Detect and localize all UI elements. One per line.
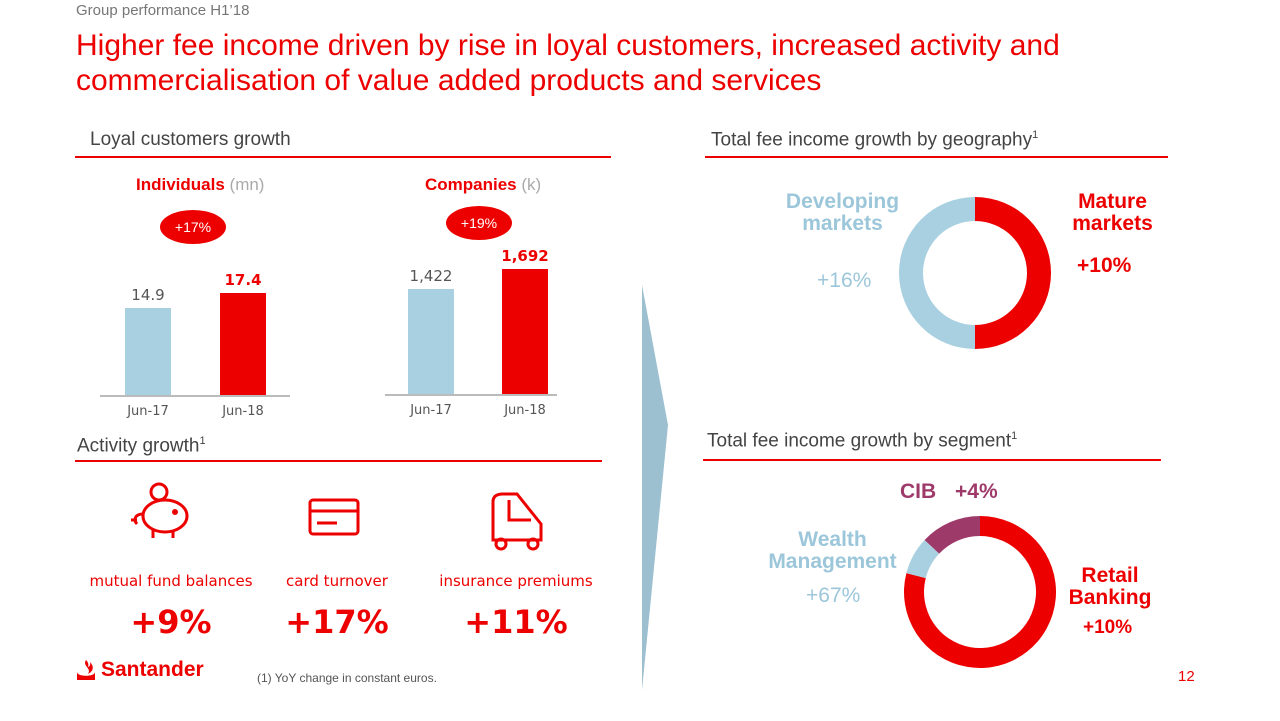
companies-label: Companies — [425, 175, 517, 194]
footnote-marker: 1 — [199, 435, 206, 447]
geography-title-text: Total fee income growth by geography — [711, 129, 1033, 151]
activity-value-card: +17% — [285, 603, 389, 641]
section-rule — [703, 459, 1161, 461]
x-tick-label: Jun-18 — [222, 404, 264, 419]
activity-title-text: Activity growth — [77, 435, 200, 457]
section-title-activity: Activity growth1 — [77, 435, 206, 457]
bar-Jun-17 — [125, 307, 171, 395]
companies-unit: (k) — [521, 175, 542, 194]
geography-donut-chart — [899, 197, 1051, 349]
retail-banking-label: Retail Banking — [1068, 564, 1152, 609]
x-axis — [100, 395, 290, 397]
footnote-marker: 1 — [1011, 430, 1018, 442]
activity-label-mutual-funds: mutual fund balances — [89, 572, 253, 590]
companies-chart-title: Companies (k) — [425, 175, 541, 195]
car-icon — [491, 492, 543, 551]
bar-value-label: 14.9 — [131, 285, 165, 304]
footnote: (1) YoY change in constant euros. — [257, 671, 437, 685]
individuals-growth-badge: +17% — [160, 210, 226, 244]
bar-value-label: 17.4 — [224, 271, 262, 290]
bar-Jun-18 — [502, 269, 548, 394]
individuals-label: Individuals — [136, 175, 225, 194]
santander-flame-icon — [77, 660, 95, 680]
individuals-chart-title: Individuals (mn) — [136, 175, 264, 195]
slide-kicker: Group performance H1’18 — [76, 2, 250, 19]
footnote-marker: 1 — [1032, 129, 1039, 141]
section-title-loyal: Loyal customers growth — [90, 129, 291, 150]
cib-growth: +4% — [955, 480, 998, 503]
activity-label-insurance: insurance premiums — [439, 572, 593, 590]
x-tick-label: Jun-17 — [410, 403, 452, 418]
donut-slice-mature-markets — [975, 197, 1051, 349]
mature-markets-label: Mature markets — [1072, 190, 1153, 235]
developing-markets-growth: +16% — [817, 269, 872, 292]
retail-banking-growth: +10% — [1083, 617, 1133, 638]
individuals-unit: (mn) — [229, 175, 265, 194]
piggy-bank-icon — [131, 482, 189, 538]
segment-title-text: Total fee income growth by segment — [707, 430, 1012, 452]
credit-card-icon — [308, 498, 360, 536]
donut-slice-developing-markets — [899, 197, 975, 349]
donut-slice-wealth-management — [906, 539, 940, 579]
activity-value-mutual-funds: +9% — [130, 603, 212, 641]
wealth-management-growth: +67% — [806, 584, 861, 607]
section-rule — [75, 460, 602, 462]
x-tick-label: Jun-17 — [127, 404, 169, 419]
x-axis — [385, 394, 557, 396]
mature-markets-growth: +10% — [1077, 254, 1132, 277]
companies-growth-badge: +19% — [446, 206, 512, 240]
x-tick-label: Jun-18 — [504, 403, 546, 418]
page-number: 12 — [1178, 668, 1195, 685]
slide-title: Higher fee income driven by rise in loya… — [76, 29, 1060, 97]
donut-slice-cib — [924, 516, 980, 554]
activity-value-insurance: +11% — [464, 603, 568, 641]
section-title-geography: Total fee income growth by geography1 — [711, 129, 1038, 151]
bar-value-label: 1,692 — [501, 247, 549, 266]
developing-markets-label: Developing markets — [785, 190, 900, 235]
wealth-management-label: Wealth Management — [768, 528, 897, 573]
santander-logo: Santander — [76, 658, 204, 682]
bar-value-label: 1,422 — [409, 267, 453, 286]
activity-label-card: card turnover — [286, 572, 388, 590]
brand-name: Santander — [101, 658, 204, 681]
section-rule — [75, 156, 611, 158]
section-title-segment: Total fee income growth by segment1 — [707, 430, 1017, 452]
section-rule — [705, 156, 1168, 158]
chevron-arrow-icon — [642, 285, 668, 690]
cib-label: CIB — [900, 480, 937, 503]
bar-Jun-17 — [408, 289, 454, 394]
segment-donut-chart — [904, 516, 1056, 668]
bar-Jun-18 — [220, 293, 266, 395]
